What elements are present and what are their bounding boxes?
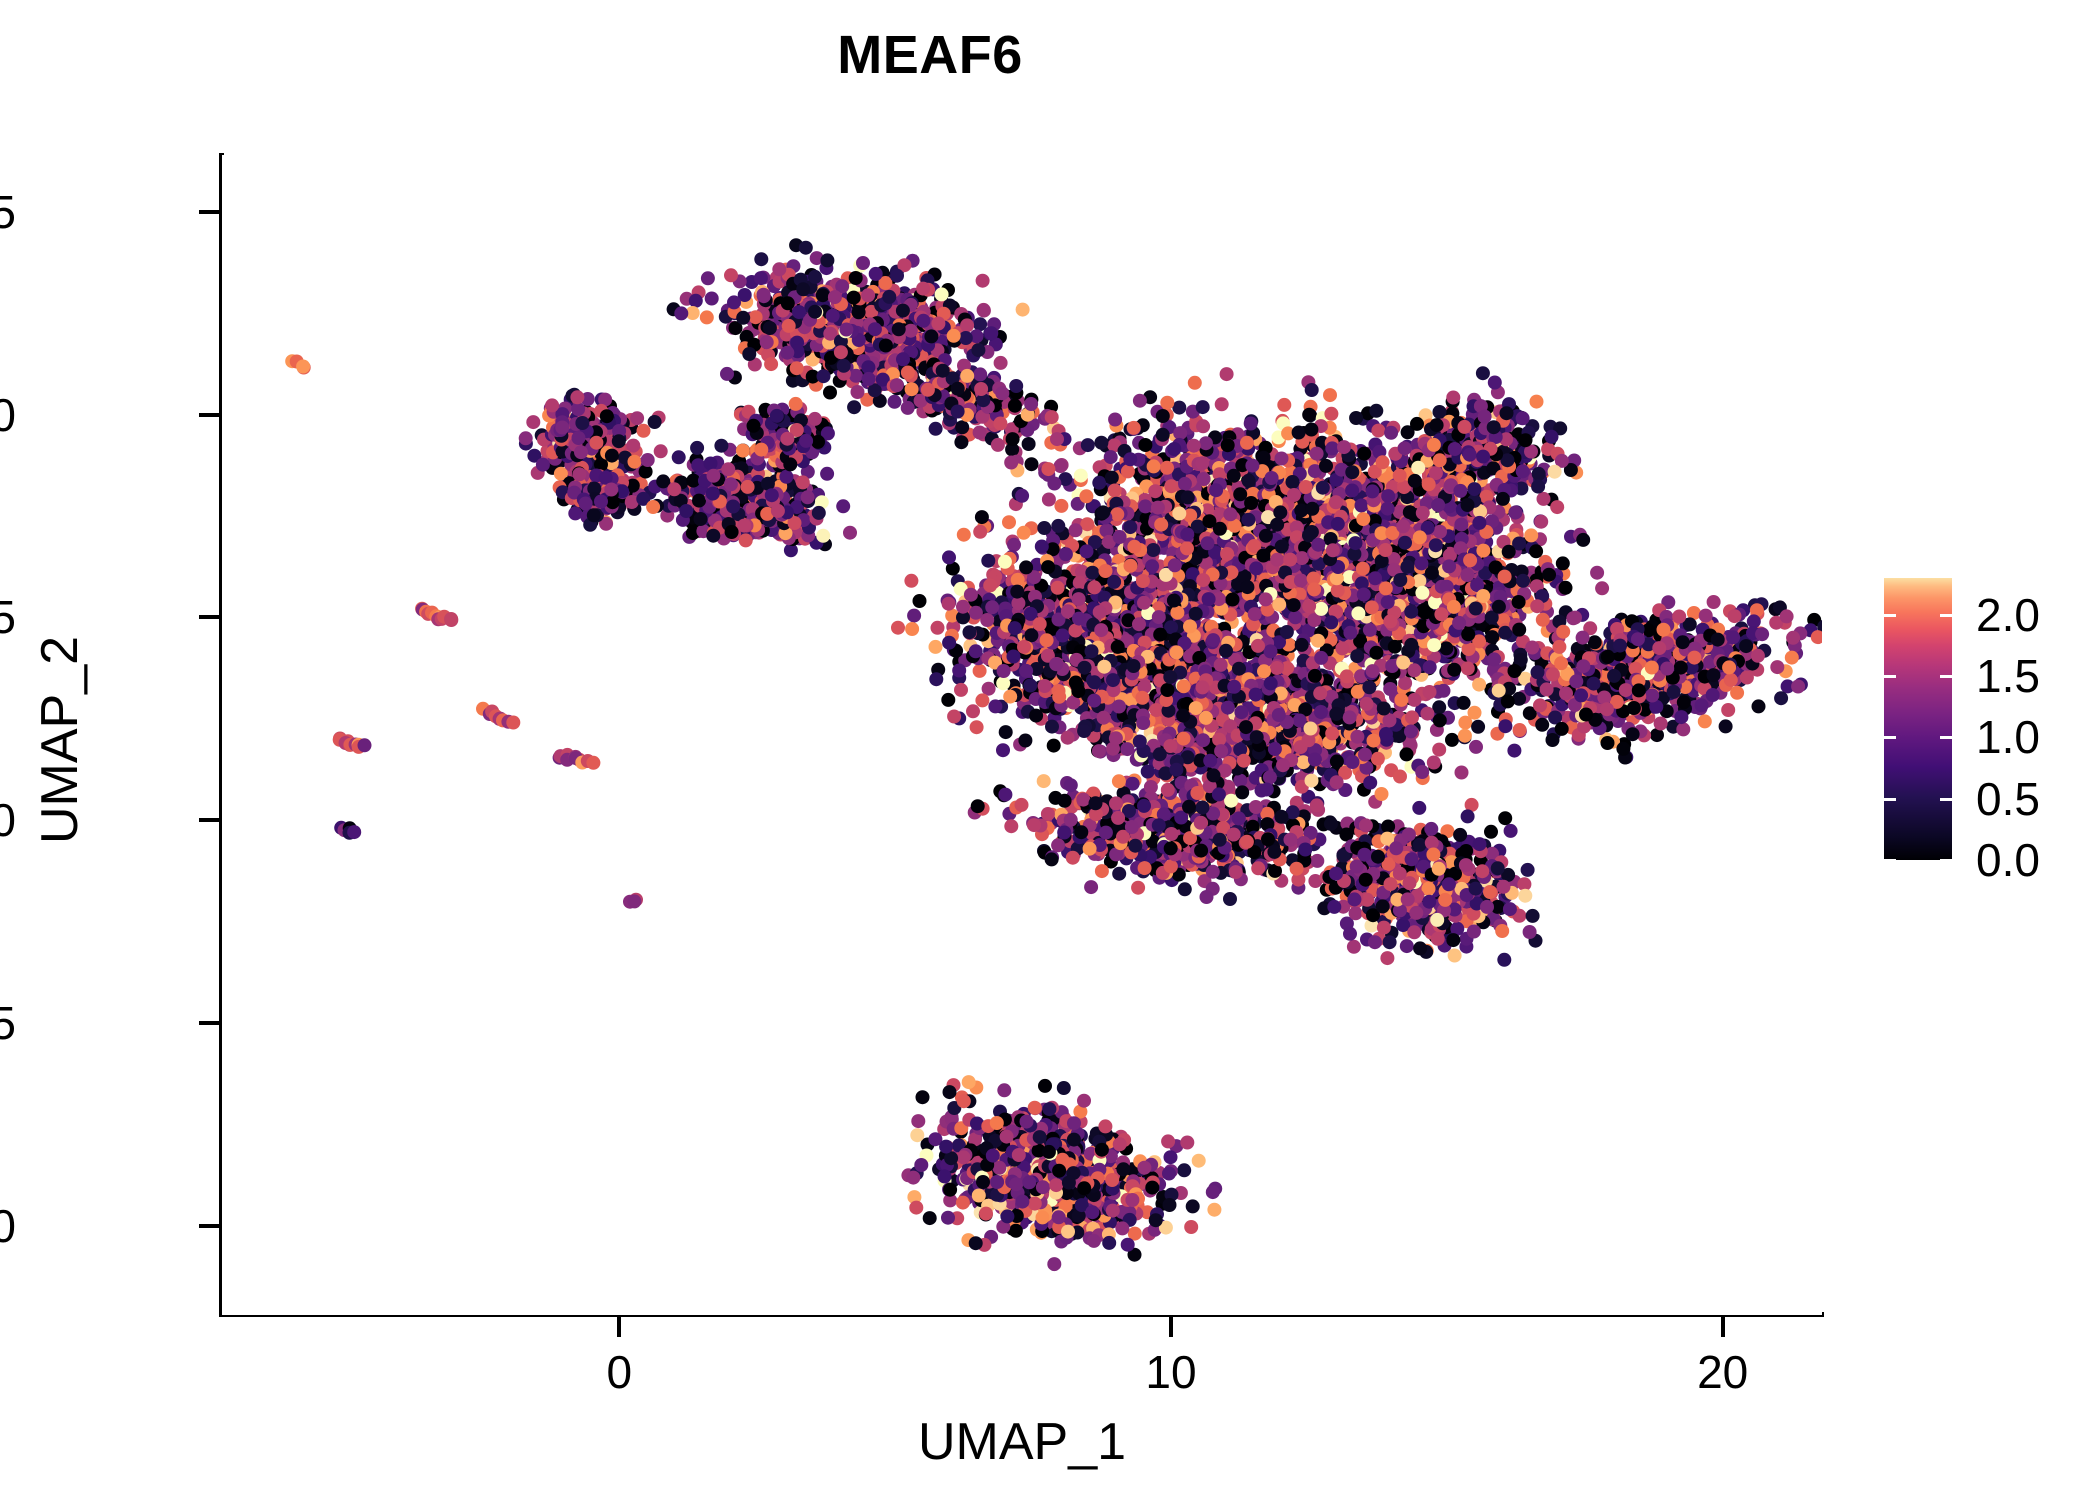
- y-tick-label: 10: [0, 388, 16, 441]
- x-tick-label: 10: [1145, 1346, 1197, 1398]
- x-axis-title: UMAP_1: [917, 1413, 1127, 1471]
- colorbar-tick-mark: [1940, 736, 1952, 740]
- colorbar-tick-mark: [1940, 797, 1952, 801]
- y-tick-mark: [199, 412, 219, 417]
- y-tick-mark: [199, 1020, 219, 1025]
- x-tick-mark: [617, 1317, 622, 1337]
- colorbar-tick-mark: [1940, 613, 1952, 617]
- colorbar-tick-label: 0.0: [1976, 834, 2040, 886]
- y-axis-line: [219, 153, 224, 1317]
- y-tick-label: -5: [0, 996, 16, 1049]
- colorbar-tick-label: 1.0: [1976, 711, 2040, 764]
- colorbar-tick-label: 2.0: [1976, 588, 2040, 641]
- colorbar-tick-mark: [1884, 859, 1896, 862]
- page-title: MEAF6: [837, 25, 1023, 85]
- y-tick-label: -10: [0, 1199, 16, 1252]
- y-tick-mark: [199, 1223, 219, 1228]
- colorbar-tick-label: 1.5: [1976, 650, 2040, 703]
- x-tick-mark: [1168, 1317, 1173, 1337]
- colorbar-tick-mark: [1884, 613, 1896, 617]
- scatter-points-layer: [285, 238, 1822, 1272]
- y-axis-title: UMAP_2: [31, 635, 89, 845]
- colorbar-tick-mark: [1940, 675, 1952, 679]
- y-tick-label: 15: [0, 185, 16, 238]
- plot-panel: [222, 155, 1822, 1315]
- colorbar-tick-mark: [1884, 675, 1896, 679]
- x-tick-label: 0: [606, 1346, 633, 1398]
- colorbar-legend: 0.0 0.5 1.0 1.5 2.0: [1884, 578, 2100, 898]
- colorbar-tick-label: 0.5: [1976, 772, 2040, 825]
- x-tick-mark: [1720, 1317, 1725, 1337]
- colorbar-tick-mark: [1884, 736, 1896, 740]
- y-tick-label: 5: [0, 591, 16, 644]
- y-tick-mark: [199, 209, 219, 214]
- colorbar-tick-mark: [1884, 797, 1896, 801]
- x-tick-label: 20: [1697, 1346, 1749, 1398]
- y-tick-label: 0: [0, 794, 16, 847]
- y-tick-mark: [199, 615, 219, 620]
- y-tick-mark: [199, 818, 219, 823]
- colorbar-gradient: [1884, 578, 1952, 860]
- colorbar-tick-mark: [1940, 859, 1952, 862]
